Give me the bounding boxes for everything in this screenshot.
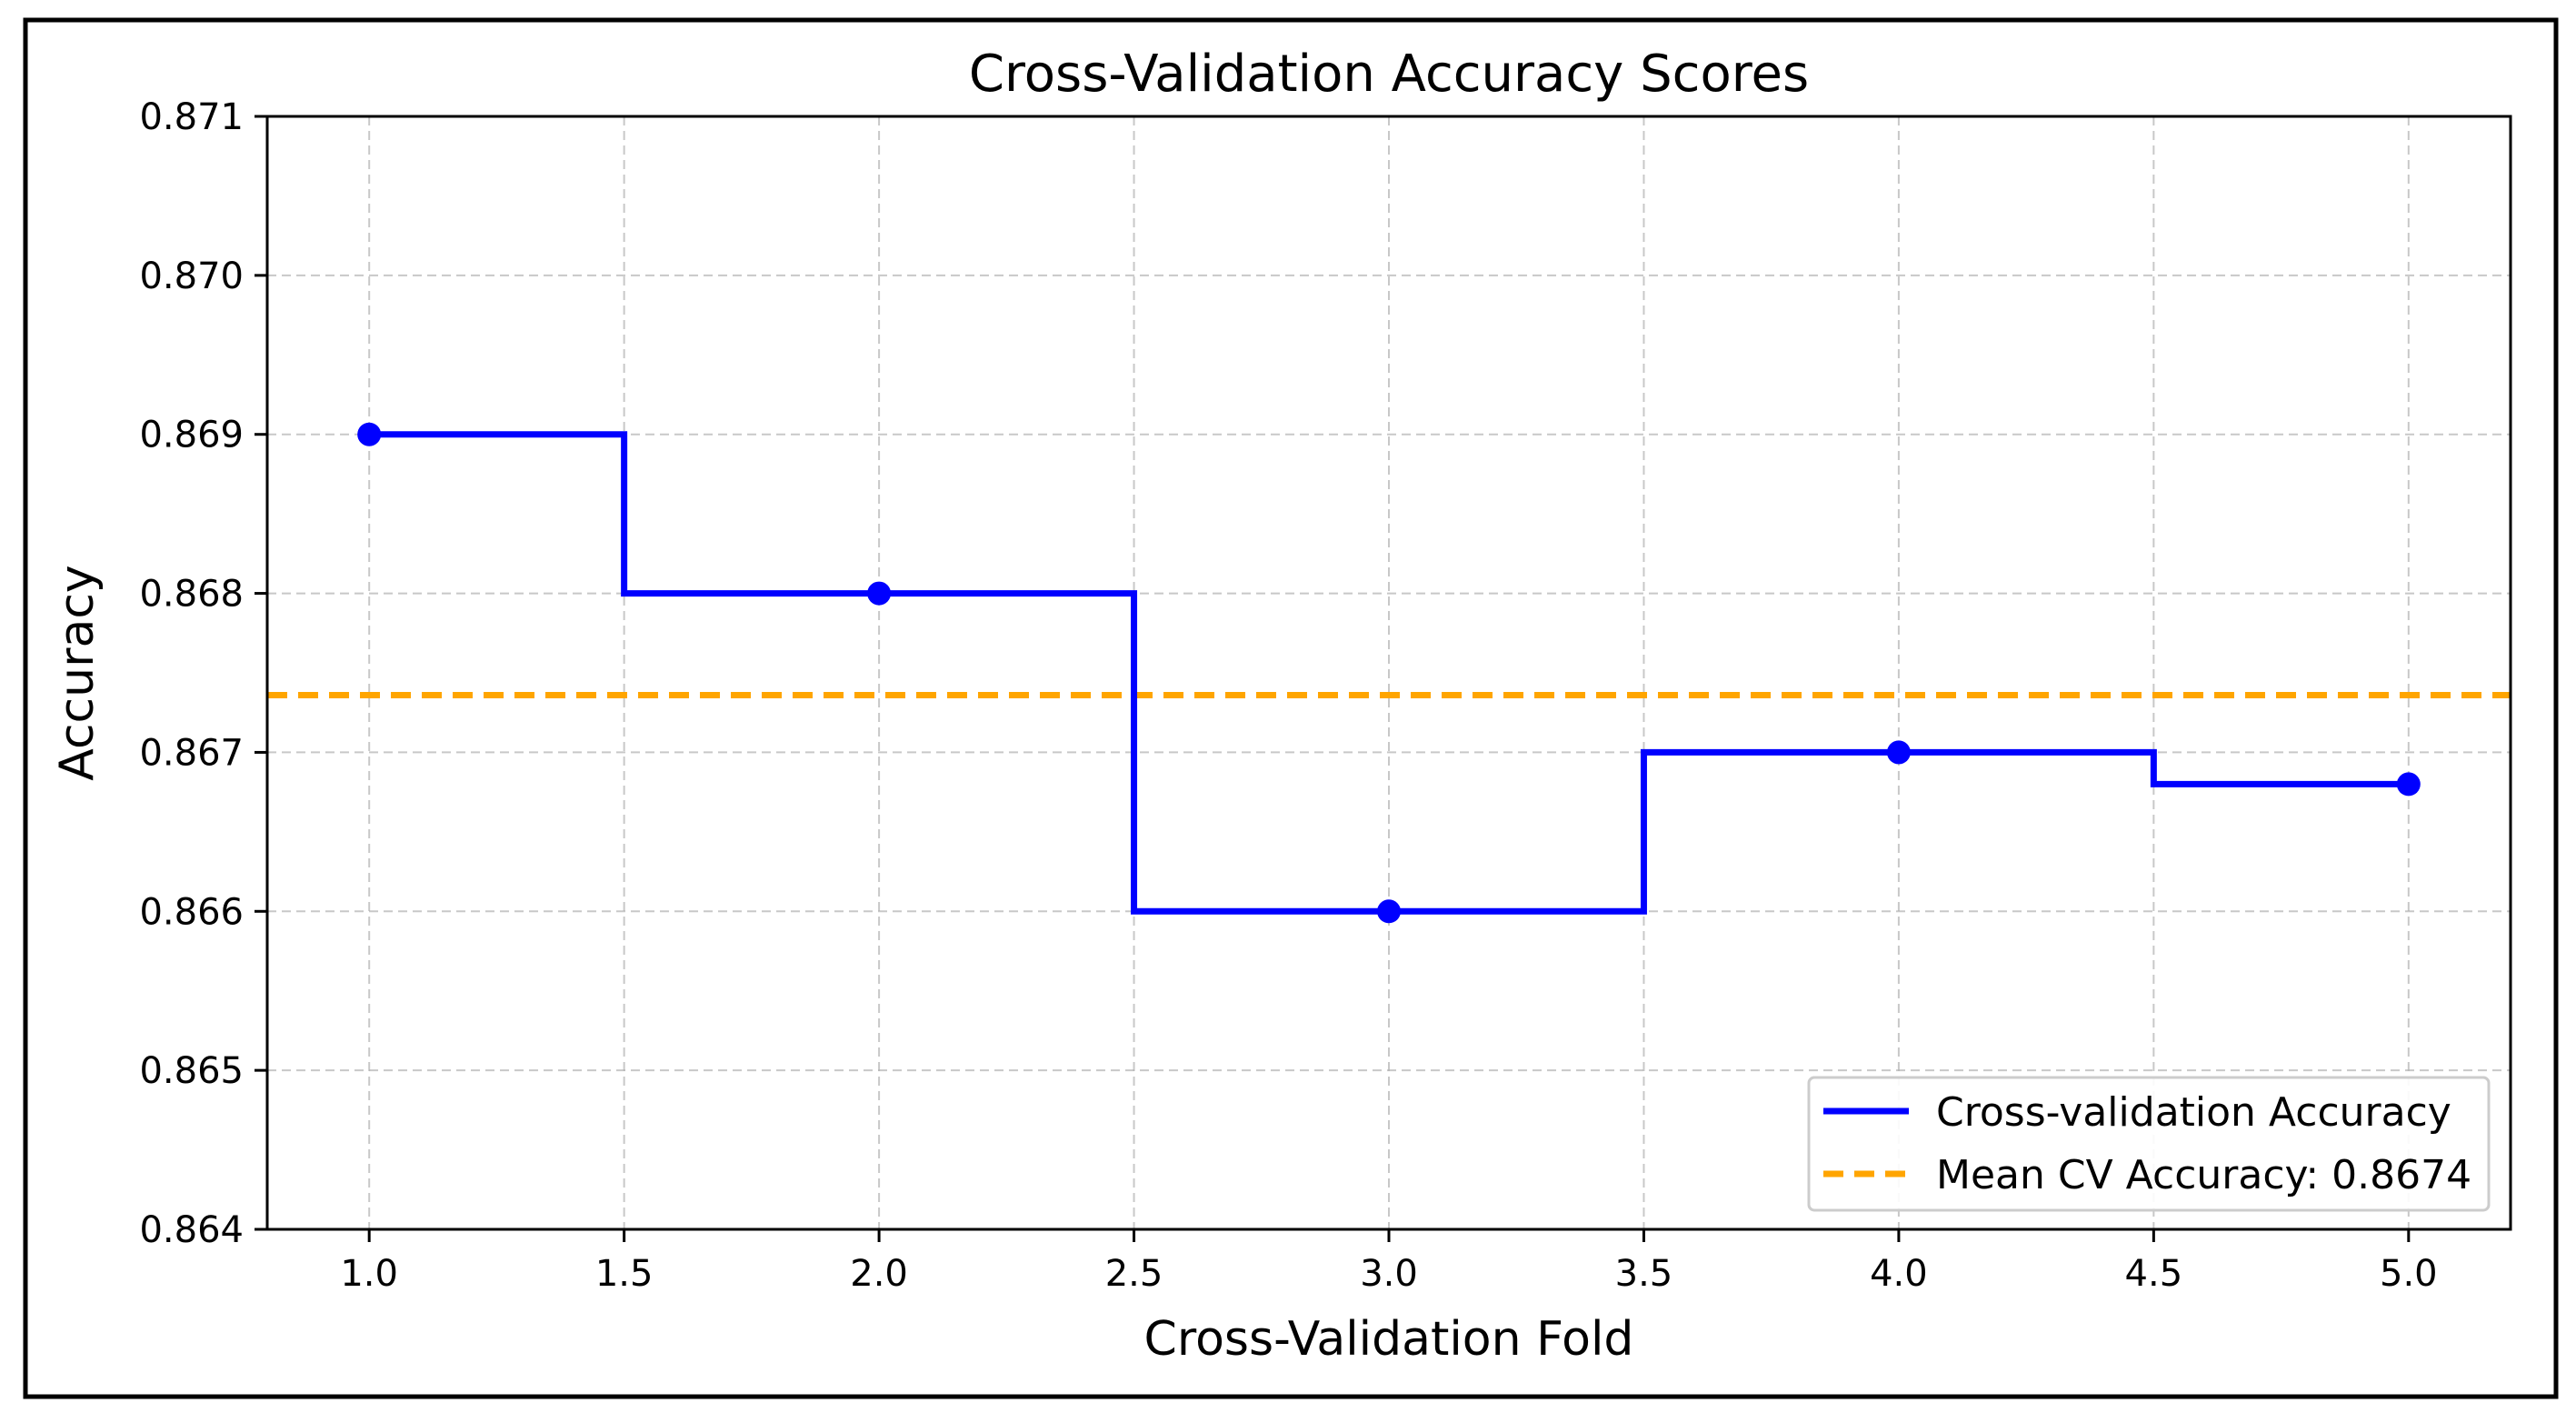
y-axis-label: Accuracy [50,565,105,780]
y-tick-label: 0.870 [139,256,244,297]
y-tick-label: 0.869 [139,415,244,456]
x-tick-label: 5.0 [2380,1253,2438,1295]
cv-accuracy-point [1377,899,1401,924]
plot-data [267,422,2511,924]
y-tick-label: 0.864 [139,1209,244,1251]
y-tick-label: 0.871 [139,96,244,138]
y-tick-label: 0.865 [139,1050,244,1092]
legend-label-mean-cv-accuracy: Mean CV Accuracy: 0.8674 [1936,1152,2471,1198]
legend-label-cv-accuracy: Cross-validation Accuracy [1936,1089,2451,1136]
chart-title: Cross-Validation Accuracy Scores [969,45,1809,104]
cv-accuracy-point [357,422,382,446]
x-axis-label: Cross-Validation Fold [1144,1312,1634,1367]
y-tick-label: 0.868 [139,574,244,616]
cv-accuracy-point [1886,740,1911,765]
x-tick-label: 1.0 [340,1253,398,1295]
x-tick-label: 4.0 [1870,1253,1928,1295]
x-tick-label: 2.5 [1105,1253,1163,1295]
x-tick-label: 2.0 [850,1253,908,1295]
ticks: 1.0 1.5 2.0 2.5 3.0 3.5 4.0 4.5 5.0 0.864 0.865 0.8… [139,96,2437,1295]
x-tick-label: 1.5 [595,1253,654,1295]
y-tick-label: 0.867 [139,732,244,774]
x-tick-label: 3.0 [1360,1253,1418,1295]
cv-accuracy-point [2396,772,2421,797]
legend-box [1807,1076,2491,1212]
y-tick-label: 0.866 [139,891,244,933]
legend: Cross-validation Accuracy Mean CV Accura… [1807,1076,2491,1212]
cv-accuracy-point [867,581,892,606]
x-tick-label: 4.5 [2125,1253,2183,1295]
x-tick-label: 3.5 [1615,1253,1673,1295]
